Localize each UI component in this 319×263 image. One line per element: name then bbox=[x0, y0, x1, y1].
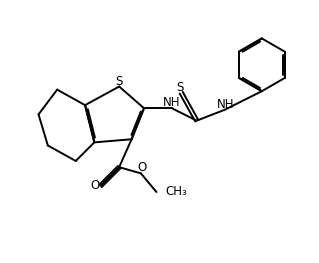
Text: O: O bbox=[137, 161, 146, 174]
Text: S: S bbox=[115, 75, 123, 88]
Text: NH: NH bbox=[217, 98, 234, 111]
Text: S: S bbox=[176, 81, 183, 94]
Text: CH₃: CH₃ bbox=[165, 185, 187, 199]
Text: O: O bbox=[90, 179, 100, 192]
Text: NH: NH bbox=[163, 96, 181, 109]
